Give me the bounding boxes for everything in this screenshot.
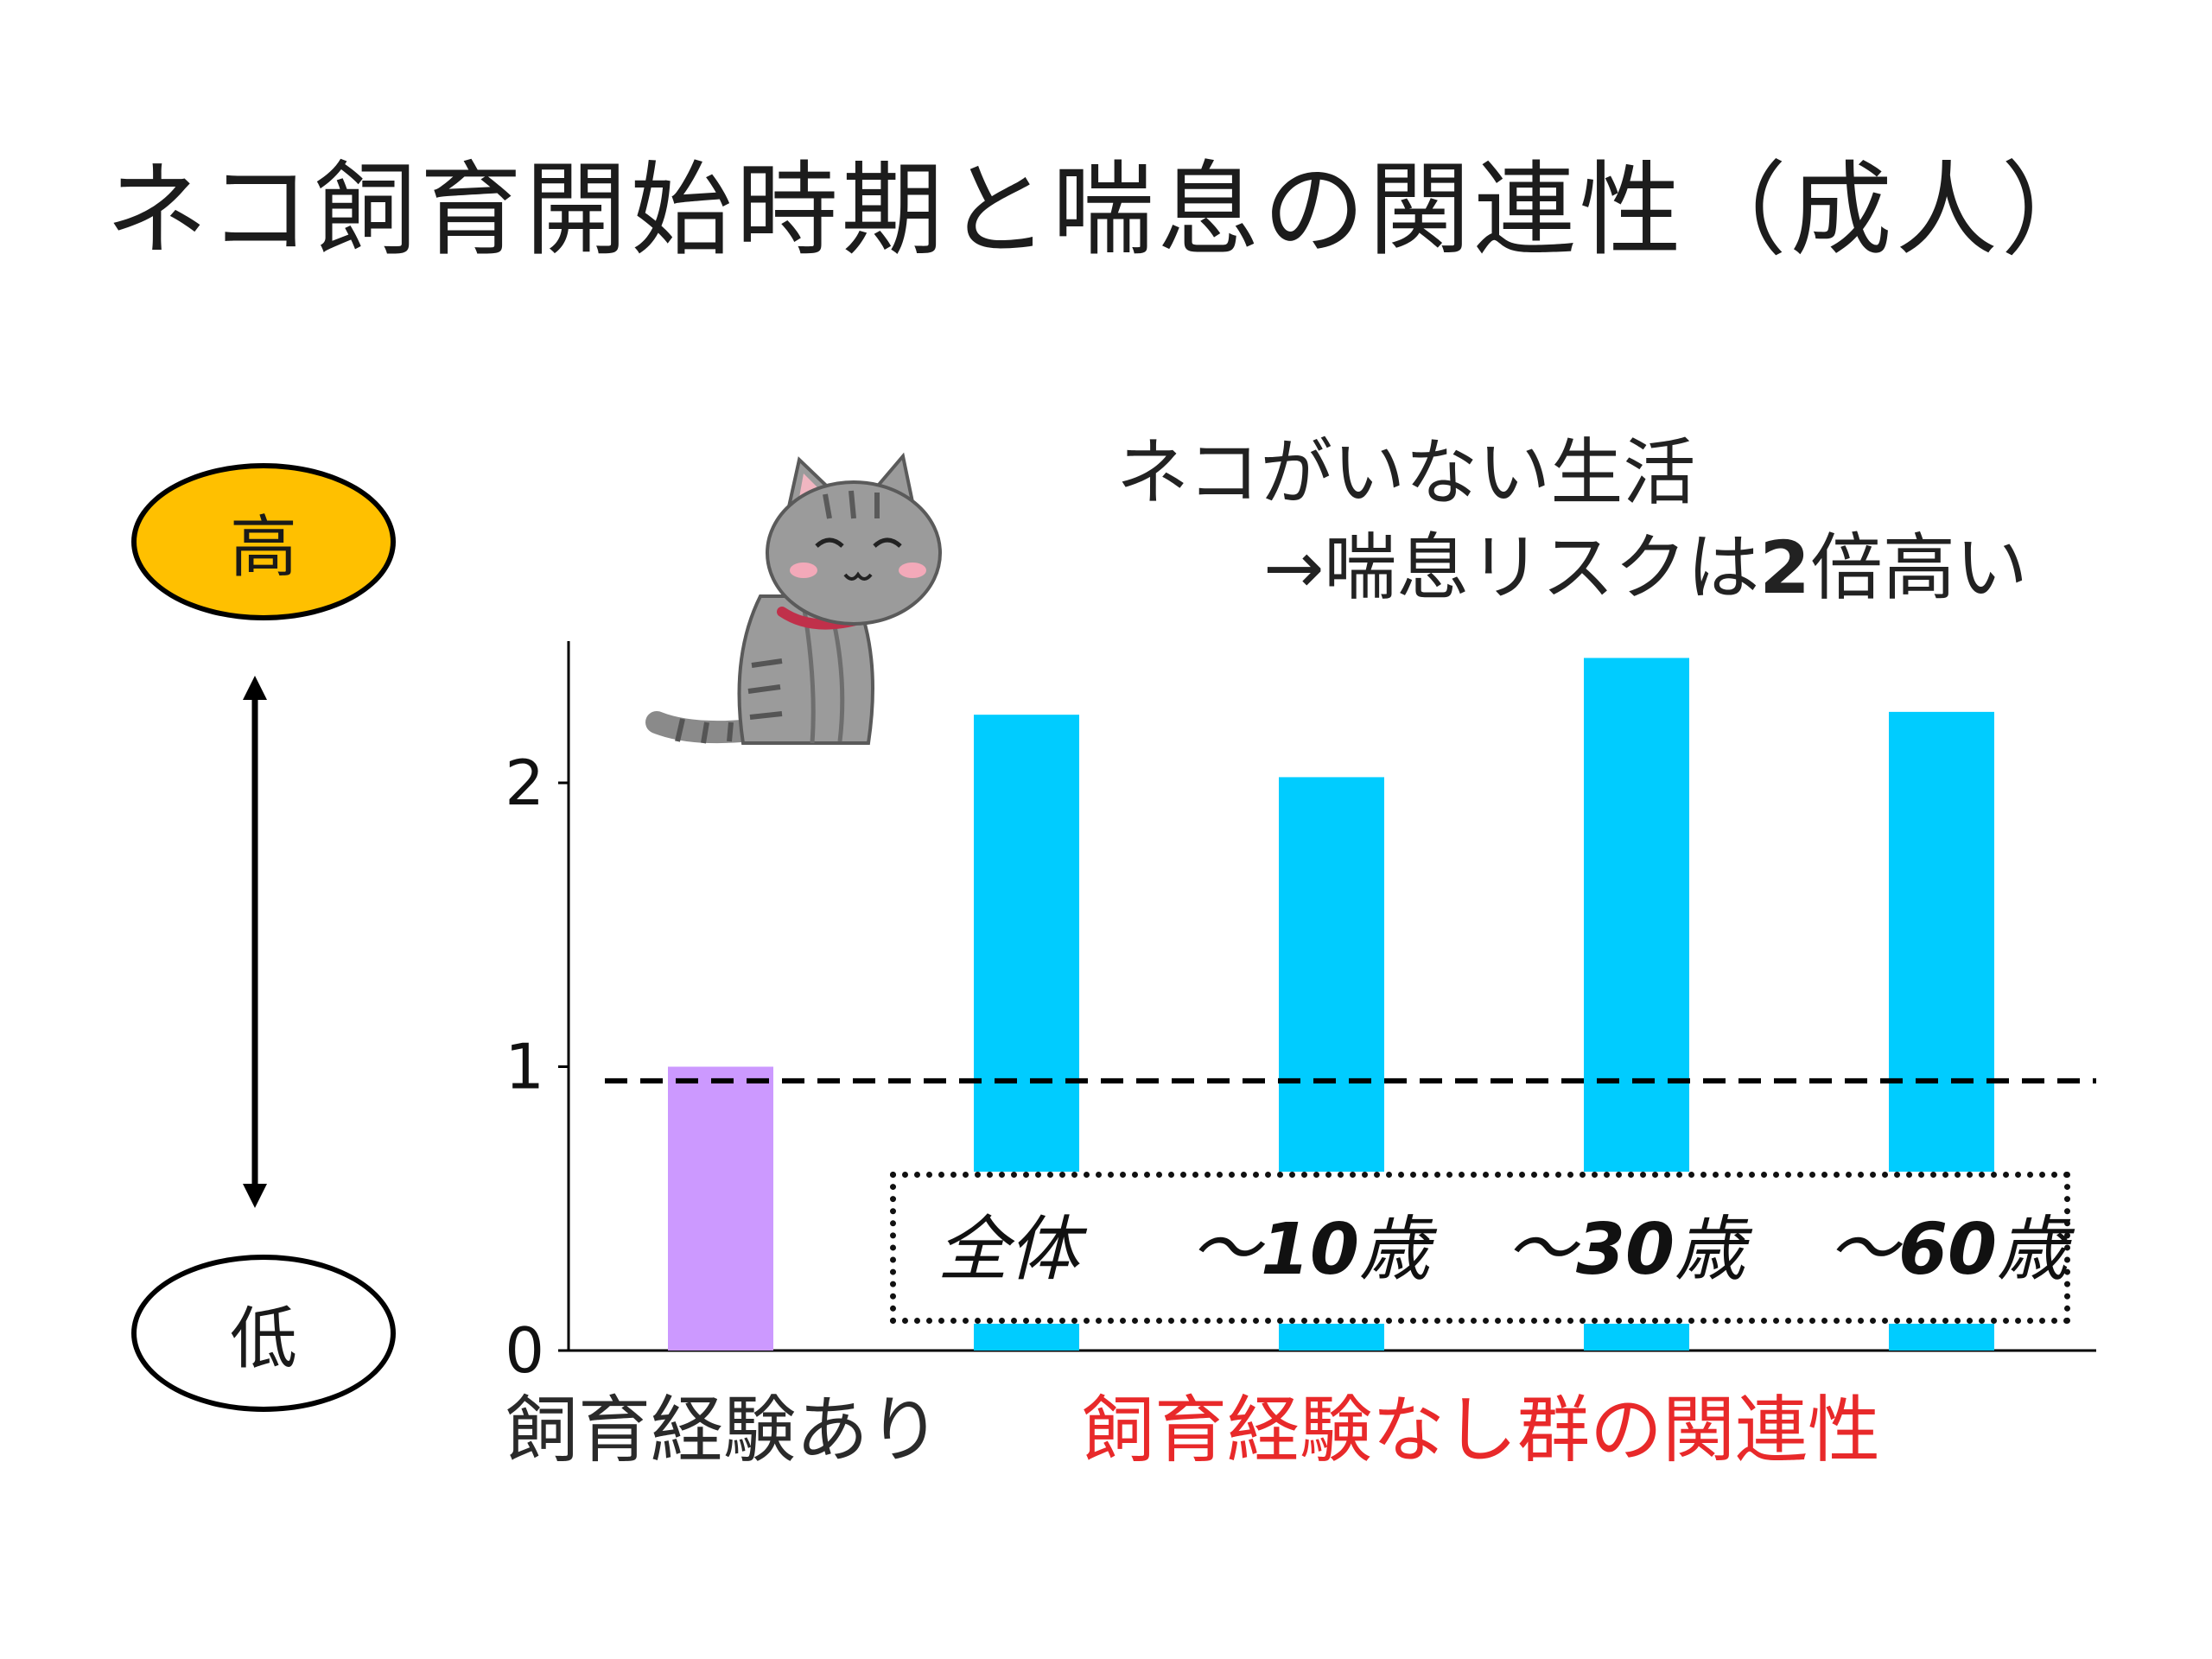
y-tick-label: 2: [505, 747, 544, 819]
legend-item-30: ～30歳: [1505, 1207, 1745, 1294]
annotation-line2: →喘息リスクは2倍高い: [1263, 520, 2028, 615]
annotation-line2-suffix: 倍高い: [1809, 525, 2028, 610]
legend-10-suffix: 歳: [1359, 1209, 1431, 1291]
y-tick-label: 1: [505, 1031, 544, 1103]
risk-low-badge: 低: [131, 1255, 396, 1412]
risk-high-badge: 高: [131, 463, 396, 620]
legend-item-60: ～60歳: [1827, 1207, 2068, 1294]
y-tick-label: 0: [505, 1314, 544, 1387]
double-vertical-arrow-icon: [243, 676, 267, 1208]
risk-high-label: 高: [229, 509, 297, 587]
bar-0: [668, 1066, 773, 1351]
annotation-line2-number: 2: [1759, 525, 1810, 610]
legend-all-label: 全体: [938, 1209, 1079, 1291]
annotation-line1: ネコがいない生活: [1116, 430, 1696, 515]
legend-60-number: 60: [1898, 1209, 1998, 1291]
legend-10-prefix: ～: [1190, 1209, 1261, 1291]
legend-60-suffix: 歳: [1997, 1209, 2069, 1291]
cat-illustration-icon: [645, 452, 942, 745]
group-label-with-experience: 飼育経験あり: [505, 1388, 942, 1472]
legend-30-prefix: ～: [1505, 1209, 1576, 1291]
annotation-line2-prefix: →喘息リスクは: [1263, 525, 1760, 610]
age-group-legend-box: 全体 ～10歳 ～30歳 ～60歳: [890, 1172, 2070, 1324]
legend-item-10: ～10歳: [1190, 1207, 1430, 1294]
page-title: ネコ飼育開始時期と喘息の関連性（成人）: [105, 150, 2107, 270]
legend-30-number: 30: [1576, 1209, 1675, 1291]
legend-10-number: 10: [1261, 1209, 1360, 1291]
group-label-without-experience: 飼育経験なし群の関連性: [1082, 1388, 1881, 1472]
legend-60-prefix: ～: [1827, 1209, 1898, 1291]
legend-30-suffix: 歳: [1675, 1209, 1746, 1291]
risk-low-label: 低: [229, 1300, 297, 1378]
legend-item-all: 全体: [938, 1207, 1079, 1294]
